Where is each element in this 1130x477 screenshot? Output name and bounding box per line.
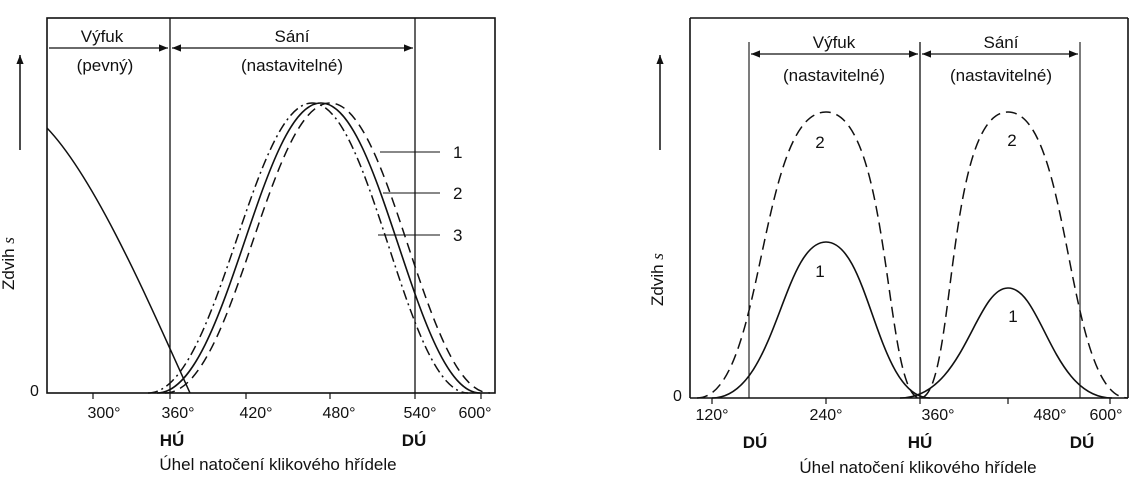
left-du-label: DÚ [402,431,427,450]
right-tick-360: 360° [921,407,954,424]
right-curve-2-label-b: 2 [1007,131,1016,150]
left-y-label: Zdvih s [0,237,18,290]
right-tick-600: 600° [1089,407,1122,424]
right-tick-240: 240° [809,407,842,424]
right-curve-1-intake [899,287,1113,399]
right-du-left-label: DÚ [743,433,768,452]
right-curve-1-label-b: 1 [1008,307,1017,326]
right-exhaust-label: Výfuk [813,33,856,52]
left-plot-frame [46,17,496,394]
right-panel: Zdvih s 0 Výfuk (nastavitelné) Sání (nas… [648,17,1129,477]
right-du-right-label: DÚ [1070,433,1095,452]
right-tick-480: 480° [1033,407,1066,424]
right-curve-2 [696,111,1129,399]
right-curve-2-label-a: 2 [815,133,824,152]
left-intake-label: Sání [275,27,310,46]
right-x-ticks [711,398,1111,404]
left-tick-540: 540° [403,405,436,422]
left-exhaust-curve [46,127,191,394]
left-curve-2-label: 2 [453,184,462,203]
right-intake-label: Sání [984,33,1019,52]
right-exhaust-sub: (nastavitelné) [783,66,885,85]
left-zero-label: 0 [30,383,39,400]
left-curve-2 [156,102,481,394]
left-panel: Zdvih s 0 Výfuk (pevný) Sání (nastavitel… [0,17,496,474]
left-x-ticks [92,393,482,399]
left-tick-420: 420° [239,405,272,422]
left-tick-360: 360° [161,405,194,422]
right-curve-1-exhaust [711,241,931,399]
right-tick-120: 120° [695,407,728,424]
right-zero-label: 0 [673,388,682,405]
left-intake-sub: (nastavitelné) [241,56,343,75]
right-hu-label: HÚ [908,433,933,452]
left-tick-480: 480° [322,405,355,422]
left-curve-3-label: 3 [453,226,462,245]
left-exhaust-label: Výfuk [81,27,124,46]
right-y-label: Zdvih s [648,253,667,306]
left-tick-600: 600° [458,405,491,422]
left-tick-300: 300° [87,405,120,422]
right-curve-1-label-a: 1 [815,262,824,281]
left-x-label: Úhel natočení klikového hřídele [159,455,396,474]
right-x-label: Úhel natočení klikového hřídele [799,458,1036,477]
left-curve-3 [147,102,469,394]
left-curve-1 [164,102,491,394]
left-exhaust-sub: (pevný) [77,56,134,75]
left-hu-label: HÚ [160,431,185,450]
right-intake-sub: (nastavitelné) [950,66,1052,85]
left-curve-1-label: 1 [453,143,462,162]
